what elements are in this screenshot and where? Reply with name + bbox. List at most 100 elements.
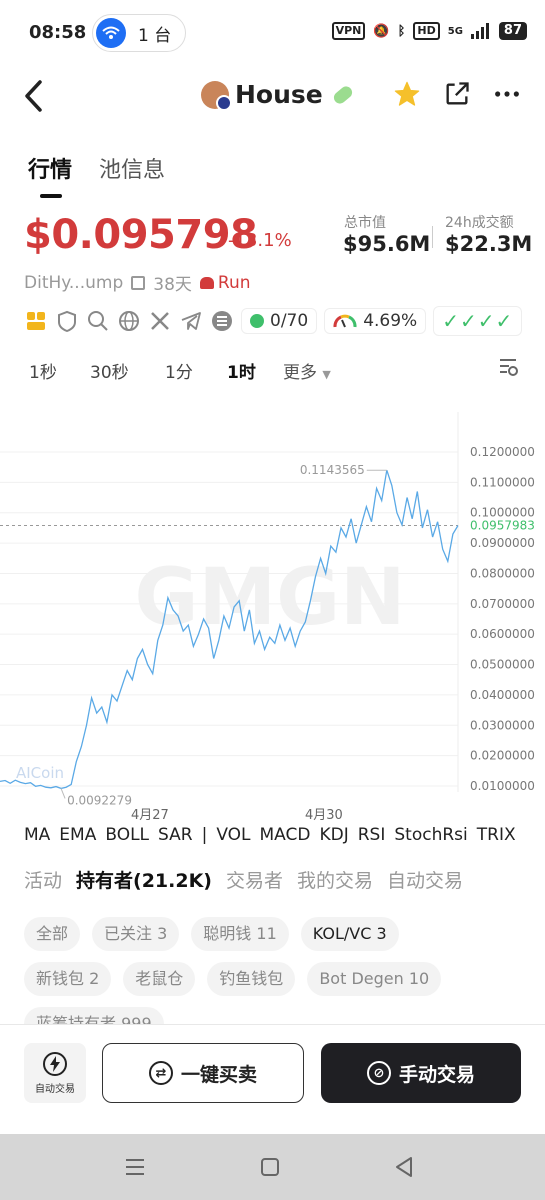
y-tick-label: 0.1200000 [470, 445, 535, 459]
gauge-chip[interactable]: 4.69% [324, 308, 427, 334]
header-actions [393, 80, 521, 108]
tab-traders[interactable]: 交易者 [226, 870, 284, 892]
price-change: -13.1% [228, 230, 292, 251]
market-cap-value: $95.6M [343, 232, 431, 256]
tab-auto-trade[interactable]: 自动交易 [387, 870, 464, 892]
interval-1s[interactable]: 1秒 [29, 363, 57, 383]
x-tick-1: 4月30 [305, 808, 343, 823]
filter-insider[interactable]: 老鼠仓 [123, 962, 196, 996]
min-price-label: 0.0092279 [67, 793, 132, 807]
copy-icon[interactable] [131, 275, 146, 290]
max-price-label: 0.1143565 [300, 463, 365, 477]
manual-trade-button[interactable]: ⊘ 手动交易 [321, 1043, 521, 1103]
back-icon[interactable] [22, 78, 46, 114]
wifi-icon [96, 18, 126, 48]
auto-trade-button[interactable]: 自动交易 [24, 1043, 86, 1103]
x-icon[interactable] [148, 309, 172, 333]
run-badge: Run [199, 273, 251, 293]
interval-1m[interactable]: 1分 [165, 363, 193, 383]
signal-icon [470, 23, 489, 39]
hd-icon: HD [413, 22, 440, 40]
filter-bot-degen[interactable]: Bot Degen 10 [307, 962, 442, 996]
interval-1h[interactable]: 1时 [227, 363, 256, 383]
price-chart[interactable]: GMGN AICoin 0.12000000.11000000.10000000… [0, 392, 545, 812]
hotspot-pill[interactable]: 1 台 [92, 14, 186, 52]
tab-activity[interactable]: 活动 [24, 870, 63, 892]
snipers-count: 0/70 [270, 311, 309, 331]
indicator-kdj[interactable]: KDJ [319, 825, 349, 845]
globe-icon[interactable] [117, 309, 141, 333]
status-bar: 08:58 1 台 VPN 🔕 ᛒ HD 5G 87 [0, 0, 545, 64]
menu-icon[interactable] [124, 1158, 146, 1176]
snipers-chip[interactable]: 0/70 [241, 308, 318, 334]
indicator-boll[interactable]: BOLL [105, 825, 150, 845]
more-icon[interactable] [493, 80, 521, 108]
filter-new-wallet[interactable]: 新钱包 2 [24, 962, 112, 996]
mute-icon: 🔕 [373, 23, 390, 39]
price-value: $0.095798 [24, 212, 258, 258]
bluetooth-icon: ᛒ [397, 23, 406, 39]
swap-icon: ⇄ [148, 1061, 173, 1085]
social-icon-row: 0/70 4.69% ✓✓✓✓ [24, 306, 523, 336]
search-icon[interactable] [86, 309, 110, 333]
indicator-ema[interactable]: EMA [59, 825, 97, 845]
battery-icon: 87 [498, 22, 527, 40]
chart-settings-icon[interactable] [497, 356, 519, 378]
tab-pool-info[interactable]: 池信息 [99, 158, 166, 183]
gauge-percent: 4.69% [363, 311, 418, 331]
activity-tabs: 活动 持有者(21.2K) 交易者 我的交易 自动交易 [24, 866, 463, 893]
share-icon[interactable] [443, 80, 471, 108]
home-icon[interactable] [260, 1157, 280, 1177]
market-cap-label: 总市值 [344, 215, 386, 231]
token-title[interactable]: House [201, 80, 355, 111]
lightning-icon [43, 1052, 67, 1076]
star-icon[interactable] [393, 80, 421, 108]
y-tick-label: 0.0500000 [470, 658, 535, 672]
y-tick-label: 0.1000000 [470, 506, 535, 520]
tab-holders[interactable]: 持有者(21.2K) [76, 870, 212, 892]
tab-indicator [40, 194, 62, 198]
indicator-vol[interactable]: VOL [216, 825, 251, 845]
min-price-pointer [60, 788, 66, 799]
indicator-stochrsi[interactable]: StochRsi [394, 825, 468, 845]
filter-all[interactable]: 全部 [24, 917, 81, 951]
telegram-icon[interactable] [179, 309, 203, 333]
system-nav-bar [0, 1134, 545, 1200]
filter-followed[interactable]: 已关注 3 [92, 917, 180, 951]
indicator-rsi[interactable]: RSI [357, 825, 386, 845]
status-time: 08:58 [29, 22, 87, 43]
interval-30s[interactable]: 30秒 [90, 363, 129, 383]
y-tick-label: 0.1100000 [470, 475, 535, 489]
solana-icon[interactable] [210, 309, 234, 333]
indicator-trix[interactable]: TRIX [476, 825, 516, 845]
quick-trade-button[interactable]: ⇄ 一键买卖 [102, 1043, 304, 1103]
vpn-icon: VPN [331, 22, 366, 40]
indicator-sar[interactable]: SAR [158, 825, 193, 845]
tab-market[interactable]: 行情 [28, 158, 73, 183]
current-price-tag [460, 516, 540, 535]
tab-my-trades[interactable]: 我的交易 [297, 870, 374, 892]
interval-more[interactable]: 更多 ▼ [283, 358, 331, 383]
filter-kol-vc[interactable]: KOL/VC 3 [300, 917, 399, 951]
stat-divider [432, 226, 433, 248]
auto-trade-label: 自动交易 [35, 1084, 75, 1095]
edit-icon[interactable] [331, 83, 355, 106]
filter-smart-money[interactable]: 聪明钱 11 [191, 917, 289, 951]
price-series-line [0, 469, 459, 790]
indicator-macd[interactable]: MACD [259, 825, 311, 845]
dev-icon[interactable] [55, 309, 79, 333]
status-icons: VPN 🔕 ᛒ HD 5G 87 [331, 22, 527, 40]
more-label: 更多 [283, 363, 317, 383]
contract-address[interactable]: DitHy...ump [24, 272, 124, 293]
back-nav-icon[interactable] [394, 1156, 414, 1178]
indicator-ma[interactable]: MA [24, 825, 51, 845]
filter-phishing[interactable]: 钓鱼钱包 [207, 962, 296, 996]
manual-icon: ⊘ [366, 1061, 391, 1085]
green-dot-icon [250, 314, 264, 328]
caret-down-icon: ▼ [322, 368, 331, 381]
manual-trade-label: 手动交易 [398, 1063, 475, 1086]
volume-value: $22.3M [445, 232, 533, 256]
holders-icon[interactable] [24, 309, 48, 333]
audit-checks[interactable]: ✓✓✓✓ [433, 306, 523, 336]
filter-row-1: 全部 已关注 3 聪明钱 11 KOL/VC 3 [24, 917, 399, 951]
